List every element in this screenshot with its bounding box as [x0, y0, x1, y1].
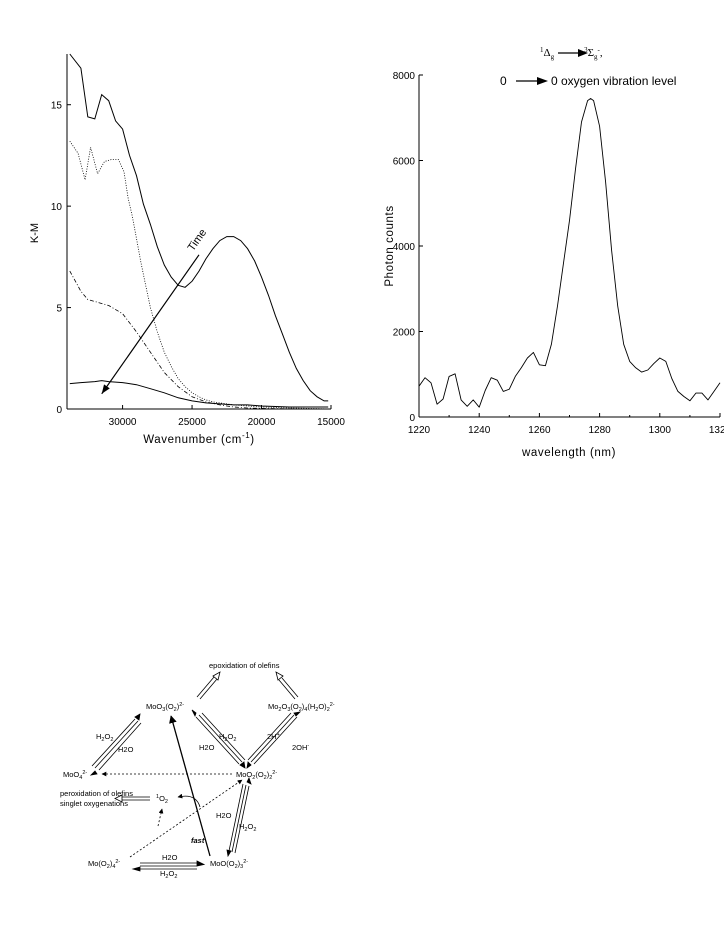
km-y-tick-label: 0	[56, 405, 62, 416]
time-arrow-line	[101, 254, 200, 395]
km-series-3	[69, 270, 329, 410]
time-arrow	[101, 254, 200, 395]
km-axes: 0 5 10 15 30000 25000 20000 15000	[51, 54, 345, 428]
km-y-tick-label: 10	[51, 202, 63, 213]
km-series-2	[69, 140, 329, 410]
km-x-tick-label: 30000	[109, 417, 137, 428]
km-y-tick-label: 5	[56, 304, 62, 315]
km-x-axis-label: Wavenumber (cm-1)	[143, 431, 254, 446]
time-annotation: Time	[186, 227, 210, 254]
km-x-tick-label: 20000	[248, 417, 276, 428]
km-y-axis-label: K-M	[29, 223, 41, 243]
km-x-tick-label: 25000	[178, 417, 206, 428]
km-y-tick-label: 15	[51, 101, 63, 112]
km-series-1	[69, 53, 329, 402]
time-arrow-head-icon	[101, 384, 110, 394]
km-x-tick-label: 15000	[317, 417, 345, 428]
